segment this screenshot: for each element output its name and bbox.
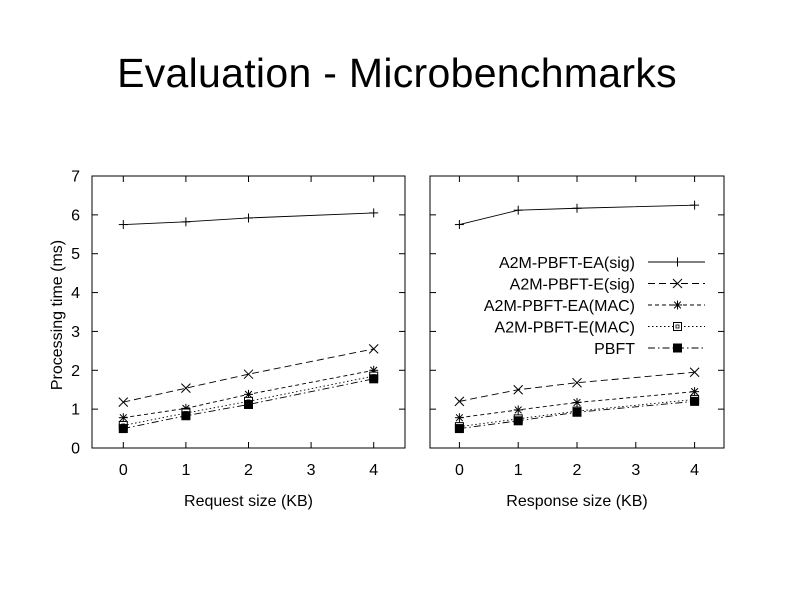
series-right-2 [454, 387, 700, 423]
data-point [454, 424, 464, 434]
legend-label: A2M-PBFT-E(MAC) [495, 320, 635, 337]
legend-label: A2M-PBFT-E(sig) [510, 277, 635, 294]
legend-item: A2M-PBFT-E(sig) [510, 277, 705, 294]
series-right-4 [454, 396, 700, 434]
data-point [513, 416, 523, 426]
data-point [118, 397, 129, 408]
x-tick-label: 0 [455, 462, 464, 479]
data-point [513, 384, 524, 395]
legend-marker [673, 300, 682, 310]
y-tick-label: 5 [71, 246, 80, 263]
legend-label: A2M-PBFT-EA(sig) [499, 255, 635, 272]
legend-marker [672, 278, 683, 289]
legend: A2M-PBFT-EA(sig) A2M-PBFT-E(sig) A2M-PBFT-… [484, 255, 705, 358]
series-right-0 [454, 200, 700, 230]
data-point [454, 396, 465, 407]
data-point [513, 405, 523, 415]
data-point [690, 387, 700, 397]
legend-item: PBFT [594, 341, 705, 358]
x-tick-label: 3 [631, 462, 640, 479]
x-tick-label: 3 [307, 462, 316, 479]
series-left-1 [118, 344, 379, 408]
y-tick-label: 2 [71, 363, 80, 380]
data-point [454, 220, 464, 230]
series-line [459, 371, 695, 402]
data-point [118, 424, 128, 434]
y-tick-label: 3 [71, 324, 80, 341]
y-axis-label: Processing time (ms) [49, 240, 66, 390]
legend-item: A2M-PBFT-EA(sig) [499, 255, 705, 272]
data-point [690, 200, 700, 210]
data-point [118, 220, 128, 230]
x-axis-label: Request size (KB) [184, 493, 313, 510]
data-point [369, 208, 379, 218]
data-point [690, 396, 700, 406]
x-axis-label: Response size (KB) [506, 493, 647, 510]
data-point [572, 377, 582, 388]
legend-label: PBFT [594, 341, 635, 358]
data-point [181, 411, 191, 421]
data-point [244, 213, 253, 223]
x-tick-label: 4 [369, 462, 378, 479]
x-tick-label: 2 [244, 462, 253, 479]
data-point [572, 407, 582, 417]
series-line [459, 204, 695, 226]
slide-title: Evaluation - Microbenchmarks [117, 50, 677, 96]
series-line [459, 398, 695, 428]
data-point [454, 413, 464, 423]
data-point [513, 205, 523, 215]
legend-item: A2M-PBFT-E(MAC) [495, 320, 705, 337]
legend-marker [673, 343, 682, 353]
x-tick-label: 4 [690, 462, 699, 479]
legend-marker [673, 257, 682, 267]
series-left-2 [118, 365, 379, 423]
data-point [181, 217, 191, 227]
data-point [369, 374, 379, 384]
series-line [123, 378, 374, 430]
series-line [459, 391, 695, 419]
series-line [459, 400, 695, 430]
legend-item: A2M-PBFT-EA(MAC) [484, 298, 705, 315]
data-point [181, 383, 191, 394]
series-right-1 [454, 367, 700, 407]
legend-marker [673, 322, 682, 331]
y-tick-label: 1 [71, 402, 80, 419]
data-point [368, 344, 379, 354]
series-line [123, 369, 374, 419]
series-left-4 [118, 374, 379, 434]
data-point [244, 399, 253, 409]
y-tick-label: 0 [71, 441, 80, 458]
data-point [243, 369, 254, 380]
x-tick-label: 2 [573, 462, 582, 479]
x-tick-label: 1 [514, 462, 523, 479]
data-point [572, 203, 582, 213]
chart-panel-left: 0 1 2 3 4 5 6 7 0 1 2 3 4 Request size (KB) Processing… [49, 169, 406, 510]
data-point [689, 367, 700, 378]
series-line [123, 212, 374, 226]
series-left-0 [118, 208, 379, 230]
y-tick-label: 6 [71, 207, 80, 224]
x-tick-label: 0 [119, 462, 128, 479]
y-tick-label: 4 [71, 285, 80, 302]
y-tick-label: 7 [71, 169, 80, 186]
x-tick-label: 1 [181, 462, 190, 479]
series-line [123, 348, 374, 403]
data-point [118, 413, 128, 423]
legend-label: A2M-PBFT-EA(MAC) [484, 298, 635, 315]
data-point [572, 398, 582, 408]
